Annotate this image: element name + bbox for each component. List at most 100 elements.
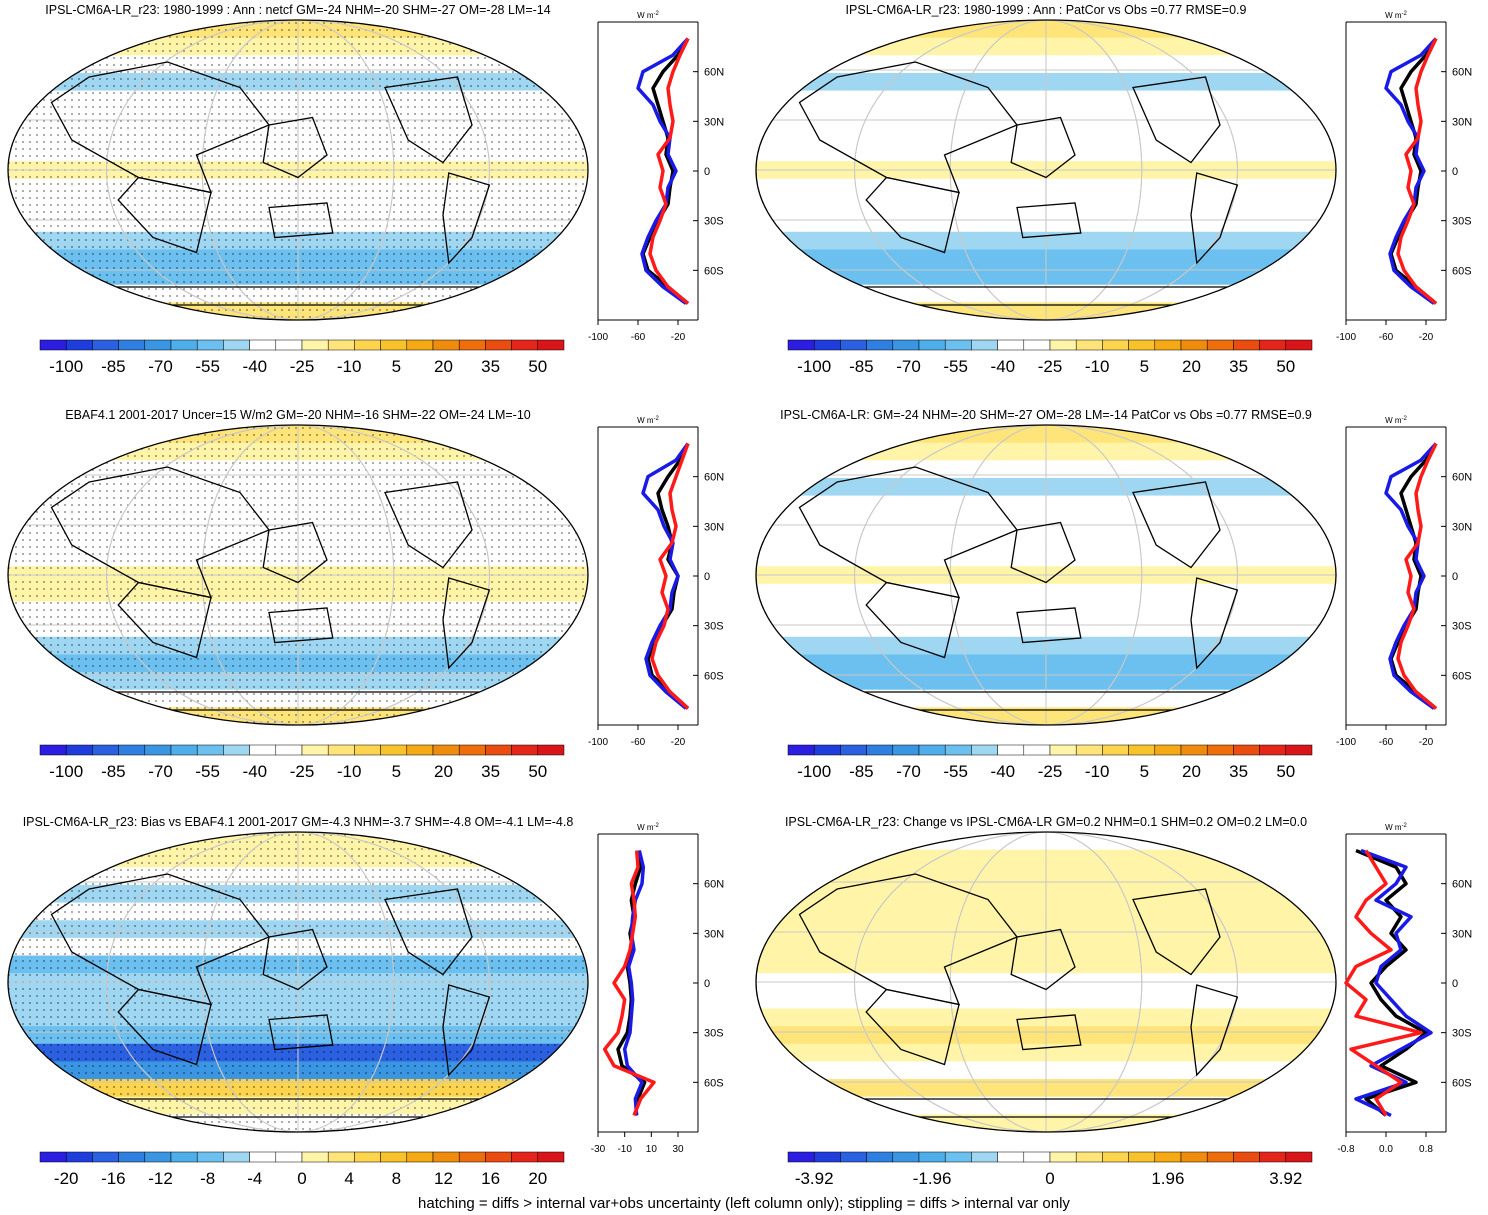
x-tick-label: -100: [1336, 737, 1356, 748]
zonal-unit-label: W m-2: [637, 823, 659, 832]
colorbar-label: -100: [49, 762, 83, 781]
x-tick-label: 0.0: [1379, 1144, 1393, 1155]
lat-label: 30N: [704, 116, 724, 128]
colorbar-swatch: [39, 744, 67, 756]
continent-outline: [1016, 1014, 1082, 1051]
panel-change-vs-ipsl: IPSL-CM6A-LR_r23: Change vs IPSL-CM6A-LR…: [748, 812, 1488, 1212]
colorbar-swatch: [1180, 1151, 1208, 1163]
colorbar-swatch: [840, 339, 867, 351]
colorbar-label: -10: [337, 762, 362, 781]
colorbar-label: -40: [991, 357, 1016, 376]
continent-outline: [50, 466, 271, 599]
x-tick-label: 0.8: [1419, 1144, 1433, 1155]
colorbar-swatch: [380, 744, 408, 756]
colorbar-swatch: [118, 339, 146, 351]
colorbar-swatch: [354, 339, 381, 351]
zonal-mean-plot: W m-2 60N 30N 0 30S 60S -100 -60 -20: [1336, 11, 1472, 343]
colorbar-swatch: [866, 339, 894, 351]
lat-label: 60N: [1452, 879, 1472, 891]
colorbar-swatch: [997, 1151, 1025, 1163]
colorbar-label: -85: [101, 762, 126, 781]
colorbar-swatch: [971, 339, 998, 351]
colorbar-swatch: [39, 1151, 67, 1163]
colorbar-swatch: [537, 1151, 565, 1163]
colorbar-label: -12: [148, 1169, 173, 1188]
colorbar-swatch: [511, 339, 539, 351]
lat-label: 0: [1452, 978, 1458, 990]
colorbar-swatch: [432, 744, 460, 756]
colorbar-label: 50: [528, 762, 547, 781]
colorbar-label: -4: [247, 1169, 262, 1188]
colorbar-label: -55: [195, 762, 220, 781]
colorbar-swatch: [1259, 339, 1287, 351]
colorbar-swatch: [1102, 339, 1129, 351]
colorbar-swatch: [406, 744, 434, 756]
colorbar-swatch: [1233, 1151, 1260, 1163]
colorbar-swatch: [485, 339, 512, 351]
colorbar-label: 5: [1140, 357, 1149, 376]
continent-outline: [1132, 888, 1221, 976]
colorbar-swatch: [1102, 1151, 1129, 1163]
series-line-bias: [1396, 442, 1438, 710]
x-tick-label: -30: [591, 1144, 606, 1155]
continent-outline: [865, 988, 960, 1066]
colorbar-swatch: [196, 339, 224, 351]
colorbar-swatch: [1154, 744, 1182, 756]
continent-outline: [798, 873, 1019, 1006]
colorbar-label: 50: [1276, 357, 1295, 376]
colorbar-label: 35: [1229, 357, 1248, 376]
colorbar-swatch: [1075, 744, 1103, 756]
colorbar-swatch: [485, 744, 512, 756]
colorbar-swatch: [223, 1151, 250, 1163]
colorbar-swatch: [813, 339, 841, 351]
continent-outline: [268, 202, 334, 239]
panel-title: IPSL-CM6A-LR_r23: 1980-1999 : Ann : PatC…: [846, 3, 1247, 17]
continent-outline: [442, 984, 491, 1077]
colorbar-label: 5: [392, 357, 401, 376]
continent-outline: [865, 176, 960, 254]
series-line-bias: [1344, 849, 1423, 1117]
map-border: [755, 831, 1337, 1133]
map-border: [7, 831, 589, 1133]
panel-bias-vs-ebaf: IPSL-CM6A-LR_r23: Bias vs EBAF4.1 2001-2…: [0, 812, 740, 1212]
colorbar-label: -25: [290, 357, 315, 376]
colorbar-swatch: [918, 339, 946, 351]
colorbar-label: -40: [243, 762, 268, 781]
colorbar-label: -55: [943, 357, 968, 376]
colorbar-swatch: [327, 1151, 355, 1163]
continent-outline: [1132, 481, 1221, 569]
colorbar-label: 20: [434, 762, 453, 781]
series-line-bias: [602, 850, 656, 1117]
continent-outline: [1132, 76, 1221, 164]
colorbar-swatch: [892, 339, 920, 351]
colorbar-label: -3.92: [795, 1169, 834, 1188]
continent-outline: [117, 581, 212, 659]
colorbar-swatch: [144, 339, 172, 351]
lat-label: 30S: [704, 621, 724, 633]
lat-label: 60N: [704, 879, 724, 891]
colorbar-swatch: [92, 744, 119, 756]
series-line-model: [1389, 37, 1438, 305]
lat-label: 30N: [704, 521, 724, 533]
colorbar-swatch: [1128, 744, 1156, 756]
panel-ipsl-reference: IPSL-CM6A-LR: GM=-24 NHM=-20 SHM=-27 OM=…: [748, 405, 1488, 805]
colorbar-label: -40: [991, 762, 1016, 781]
x-tick-label: -20: [671, 737, 686, 748]
colorbar-swatch: [1180, 744, 1208, 756]
continent-outline: [442, 577, 491, 670]
colorbar-swatch: [997, 339, 1025, 351]
series-line-obs: [641, 442, 690, 710]
colorbar-swatch: [144, 1151, 172, 1163]
continent-outline: [1190, 984, 1239, 1077]
x-tick-label: -60: [631, 737, 646, 748]
series-line-model: [1355, 848, 1428, 1117]
lat-label: 60S: [704, 265, 724, 277]
map-border: [755, 424, 1337, 726]
panel-title: IPSL-CM6A-LR_r23: Change vs IPSL-CM6A-LR…: [785, 815, 1307, 829]
continent-outline: [268, 1014, 334, 1051]
colorbar-label: 20: [1182, 357, 1201, 376]
colorbar-swatch: [1049, 1151, 1077, 1163]
lat-label: 30S: [704, 216, 724, 228]
colorbar-swatch: [327, 744, 355, 756]
series-line-obs: [636, 37, 690, 305]
